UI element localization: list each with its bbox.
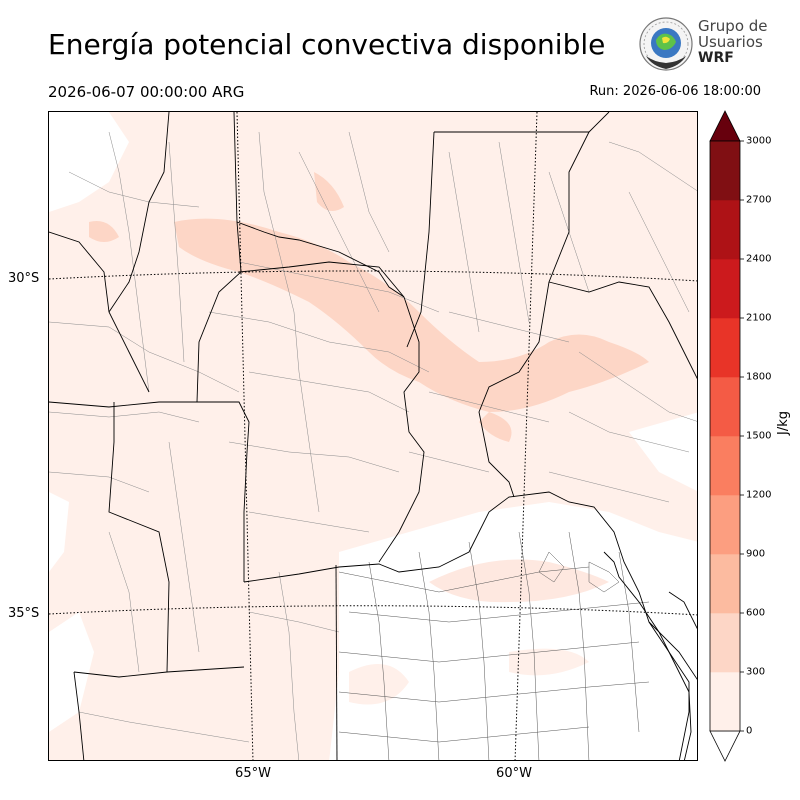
graticule — [49, 112, 697, 760]
colorbar-swatch — [710, 672, 740, 732]
colorbar-swatch — [710, 318, 740, 378]
colorbar-tick-label: 1500 — [746, 430, 772, 442]
cape-map — [49, 112, 697, 760]
colorbar-tick-label: 1200 — [746, 489, 772, 501]
colorbar-tick-label: 2700 — [746, 194, 772, 206]
colorbar-extend-max — [709, 110, 741, 142]
map-panel — [48, 111, 698, 761]
logo-globe-icon — [639, 17, 693, 71]
colorbar-unit-label: J/kg — [776, 411, 791, 435]
department-boundaries — [49, 131, 697, 760]
colorbar-swatch — [710, 141, 740, 201]
colorbar-tick-label: 3000 — [746, 135, 772, 147]
lat-label-30s: 30°S — [8, 271, 40, 286]
lat-label-35s: 35°S — [8, 606, 40, 621]
wrf-users-logo: Grupo de Usuarios WRF — [638, 16, 768, 74]
colorbar-tick-label: 0 — [746, 725, 753, 737]
valid-time: 2026-06-07 00:00:00 ARG — [48, 83, 245, 101]
colorbar-swatches — [709, 110, 744, 762]
colorbar — [705, 108, 745, 768]
colorbar-tick-label: 1800 — [746, 371, 772, 383]
buenos-aires-partidos — [338, 531, 650, 760]
colorbar-tick-label: 900 — [746, 548, 766, 560]
province-borders — [49, 112, 697, 760]
colorbar-swatch — [710, 377, 740, 437]
coastline — [603, 551, 692, 760]
map-title: Energía potencial convectiva disponible — [48, 28, 606, 61]
lon-label-60w: 60°W — [496, 766, 532, 781]
colorbar-swatch — [710, 259, 740, 319]
logo-line-3: WRF — [698, 50, 734, 66]
colorbar-swatch — [710, 495, 740, 555]
no-cape-area-buenos-aires — [329, 502, 697, 760]
colorbar-tick-label: 2400 — [746, 253, 772, 265]
colorbar-swatch — [710, 554, 740, 614]
colorbar-swatch — [710, 613, 740, 673]
logo-line-1: Grupo de — [698, 17, 768, 35]
colorbar-extend-min — [709, 730, 741, 762]
no-cape-area — [49, 112, 129, 212]
colorbar-swatch — [710, 200, 740, 260]
colorbar-swatch — [710, 436, 740, 496]
colorbar-tick-label: 2100 — [746, 312, 772, 324]
colorbar-tick-label: 600 — [746, 607, 766, 619]
lon-label-65w: 65°W — [235, 766, 271, 781]
run-time: Run: 2026-06-06 18:00:00 — [589, 84, 761, 99]
colorbar-tick-label: 300 — [746, 666, 766, 678]
cape-band-300-600 — [174, 218, 649, 412]
logo-line-2: Usuarios — [698, 33, 763, 51]
